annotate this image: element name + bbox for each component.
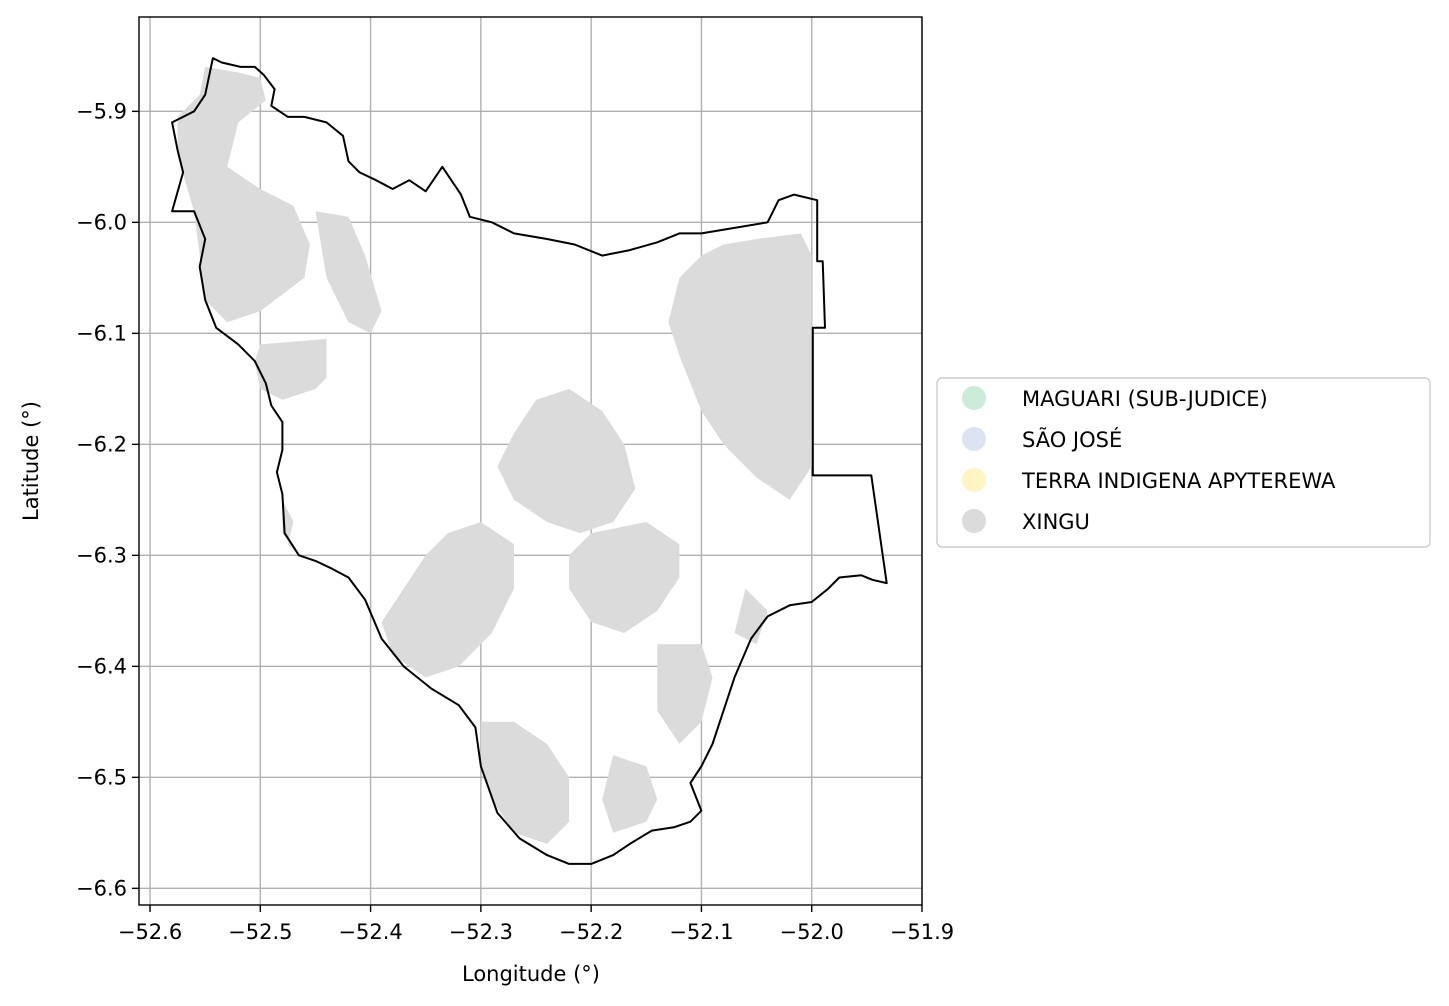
region-xingu bbox=[381, 522, 514, 678]
region-xingu bbox=[315, 211, 382, 334]
boundary-outline bbox=[171, 57, 888, 865]
x-axis-ticks: −52.6 −52.5 −52.4 −52.3 −52.2 −52.1 −52.0 −51.9 bbox=[118, 905, 954, 944]
region-xingu bbox=[282, 499, 299, 556]
y-axis-label: Latitude (°) bbox=[19, 401, 43, 521]
legend-marker bbox=[962, 386, 986, 410]
region-xingu bbox=[668, 233, 812, 500]
x-tick-label: −52.0 bbox=[780, 920, 844, 944]
y-tick-label: −5.9 bbox=[76, 99, 127, 123]
region-xingu bbox=[657, 644, 713, 744]
region-xingu bbox=[480, 721, 570, 844]
x-tick-label: −52.5 bbox=[228, 920, 292, 944]
region-xingu bbox=[177, 66, 310, 323]
legend-marker bbox=[962, 468, 986, 492]
y-tick-label: −6.4 bbox=[76, 654, 127, 678]
x-tick-label: −51.9 bbox=[890, 920, 954, 944]
y-axis-ticks: −5.9 −6.0 −6.1 −6.2 −6.3 −6.4 −6.5 −6.6 bbox=[76, 99, 139, 900]
y-tick-label: −6.3 bbox=[76, 543, 127, 567]
region-xingu bbox=[569, 522, 680, 633]
legend-frame bbox=[936, 377, 1431, 548]
plot-area-frame bbox=[138, 16, 923, 906]
legend-label: MAGUARI (SUB-JUDICE) bbox=[1022, 387, 1268, 411]
region-xingu bbox=[734, 588, 768, 645]
region-xingu bbox=[254, 338, 327, 400]
municipality-boundary bbox=[171, 57, 888, 865]
y-tick-label: −6.6 bbox=[76, 876, 127, 900]
x-tick-label: −52.6 bbox=[118, 920, 182, 944]
legend-marker bbox=[962, 427, 986, 451]
region-xingu bbox=[602, 755, 658, 833]
x-axis-label: Longitude (°) bbox=[462, 962, 600, 986]
y-tick-label: −6.2 bbox=[76, 432, 127, 456]
y-tick-label: −6.5 bbox=[76, 765, 127, 789]
y-tick-label: −6.1 bbox=[76, 321, 127, 345]
x-tick-label: −52.2 bbox=[559, 920, 623, 944]
legend-label: TERRA INDIGENA APYTEREWA bbox=[1021, 469, 1336, 493]
x-tick-label: −52.3 bbox=[449, 920, 513, 944]
x-tick-label: −52.4 bbox=[338, 920, 402, 944]
x-tick-label: −52.1 bbox=[669, 920, 733, 944]
region-xingu bbox=[497, 388, 636, 534]
legend-label: SÃO JOSÉ bbox=[1022, 426, 1122, 452]
legend-marker bbox=[962, 509, 986, 533]
xingu-regions bbox=[177, 66, 812, 844]
legend-label: XINGU bbox=[1022, 510, 1090, 534]
y-tick-label: −6.0 bbox=[76, 210, 127, 234]
legend: MAGUARI (SUB-JUDICE) SÃO JOSÉ TERRA INDIGE… bbox=[936, 377, 1431, 548]
